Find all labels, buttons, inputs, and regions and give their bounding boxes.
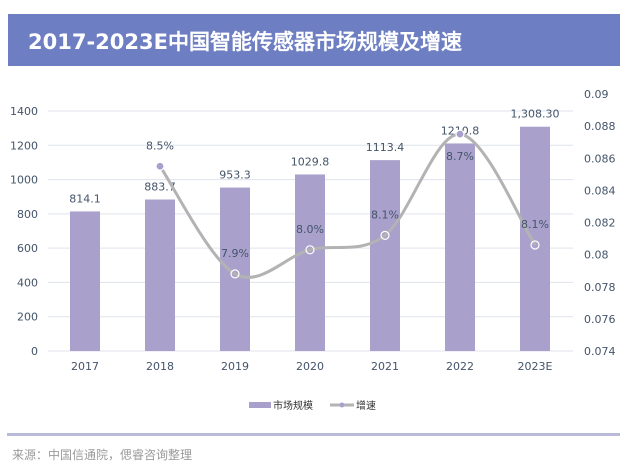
bar-label: 1113.4 — [366, 141, 405, 154]
divider — [7, 433, 620, 436]
bar-label: 1,308.30 — [511, 108, 560, 121]
growth-marker — [380, 230, 390, 240]
growth-marker — [455, 129, 465, 139]
growth-marker — [530, 240, 540, 250]
bar-label: 814.1 — [69, 192, 101, 205]
bar-2023E — [520, 126, 550, 351]
growth-line — [158, 132, 537, 279]
growth-label: 8.7% — [446, 150, 474, 163]
bar-2019 — [220, 187, 250, 351]
x-tick-label: 2019 — [221, 360, 249, 373]
left-tick-label: 400 — [17, 276, 38, 289]
growth-label: 8.1% — [371, 208, 399, 221]
growth-label: 8.5% — [146, 139, 174, 152]
bar-2022 — [445, 143, 475, 351]
bar-2018 — [145, 199, 175, 351]
x-tick-label: 2017 — [71, 360, 99, 373]
bar-2017 — [70, 211, 100, 351]
growth-label: 8.0% — [296, 223, 324, 236]
growth-label: 8.1% — [521, 218, 549, 231]
right-tick-label: 0.078 — [584, 281, 616, 294]
right-tick-label: 0.09 — [584, 88, 609, 101]
legend-bar-swatch — [249, 402, 271, 408]
chart: 0 200 400 600 800 1000 1200 1400 0.074 0.076 0.078… — [10, 88, 616, 412]
bar-2020 — [295, 174, 325, 351]
left-tick-label: 0 — [31, 345, 38, 358]
x-tick-label: 2022 — [446, 360, 474, 373]
left-tick-label: 800 — [17, 208, 38, 221]
x-tick-label: 2020 — [296, 360, 324, 373]
x-tick-label: 2021 — [371, 360, 399, 373]
growth-label: 7.9% — [221, 247, 249, 260]
x-tick-label: 2018 — [146, 360, 174, 373]
right-tick-label: 0.082 — [584, 217, 616, 230]
growth-marker — [230, 269, 240, 279]
right-tick-label: 0.076 — [584, 313, 616, 326]
left-tick-label: 1000 — [10, 174, 38, 187]
left-tick-label: 600 — [17, 242, 38, 255]
right-tick-label: 0.088 — [584, 120, 616, 133]
title-bar: 2017-2023E中国智能传感器市场规模及增速 — [8, 14, 620, 66]
bar-label: 1029.8 — [291, 155, 330, 168]
legend-line-label: 增速 — [356, 399, 376, 412]
right-tick-label: 0.08 — [584, 249, 609, 262]
right-tick-label: 0.086 — [584, 152, 616, 165]
chart-title: 2017-2023E中国智能传感器市场规模及增速 — [28, 30, 462, 54]
source-note: 来源：中国信通院，偲睿咨询整理 — [12, 448, 193, 462]
left-tick-label: 1200 — [10, 139, 38, 152]
bar-label: 883.7 — [144, 181, 176, 194]
growth-marker — [305, 245, 315, 255]
right-tick-label: 0.084 — [584, 184, 616, 197]
legend-line-marker — [339, 402, 345, 408]
legend-bar-label: 市场规模 — [273, 399, 313, 412]
bar-2021 — [370, 160, 400, 351]
left-tick-label: 200 — [17, 311, 38, 324]
x-tick-label: 2023E — [518, 360, 553, 373]
left-tick-label: 1400 — [10, 105, 38, 118]
bar-label: 953.3 — [219, 169, 251, 182]
right-tick-label: 0.074 — [584, 345, 616, 358]
growth-marker — [155, 161, 165, 171]
